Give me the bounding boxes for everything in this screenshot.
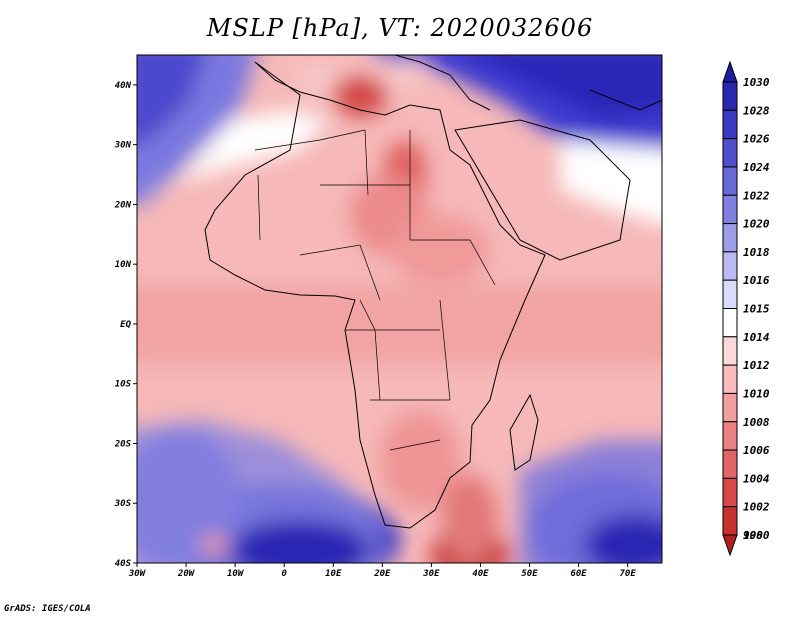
x-axis: 30W 20W 10W 0 10E 20E 30E 40E 50E 60E 70E <box>128 563 636 579</box>
pressure-field <box>137 55 662 563</box>
colorbar-label: 1016 <box>743 274 770 287</box>
colorbar-label: 1012 <box>743 359 770 372</box>
colorbar-swatch <box>722 81 738 111</box>
grads-credit: GrADS: IGES/COLA <box>4 604 91 614</box>
colorbar-swatch <box>722 506 738 536</box>
colorbar-swatch <box>722 421 738 451</box>
y-tick-label: 30N <box>114 141 132 151</box>
x-tick-label: 70E <box>620 569 637 579</box>
y-tick-label: 30S <box>114 499 132 509</box>
colorbar-label: 998 <box>743 529 763 542</box>
x-tick-label: 40E <box>472 569 489 579</box>
colorbar-swatch <box>722 308 738 338</box>
colorbar-swatch <box>722 477 738 508</box>
y-tick-label: 40S <box>115 559 132 569</box>
x-tick-label: 30E <box>422 569 440 579</box>
colorbar-label: 1008 <box>743 416 770 429</box>
colorbar-swatch <box>722 194 738 225</box>
colorbar-swatch <box>722 336 738 366</box>
colorbar-top-arrow <box>722 60 738 83</box>
colorbar-label: 1006 <box>743 444 770 457</box>
x-tick-label: 10W <box>227 569 245 579</box>
coastlines <box>204 55 662 529</box>
map-frame <box>136 54 663 564</box>
x-tick-label: 50E <box>521 569 538 579</box>
colorbar-label: 1026 <box>743 133 770 146</box>
colorbar-label: 1028 <box>743 104 770 117</box>
y-tick-label: 10S <box>115 380 132 390</box>
colorbar-swatch <box>722 138 738 168</box>
colorbar-label: 1018 <box>743 246 770 259</box>
colorbar-swatch <box>722 364 738 394</box>
colorbar-label: 1022 <box>743 189 770 202</box>
x-tick-label: 20E <box>373 569 391 579</box>
y-tick-label: 20N <box>114 200 132 210</box>
colorbar-swatch <box>722 449 738 479</box>
colorbar: 1030 1028 1026 1024 1022 1020 1018 1016 1015 1014… <box>722 60 770 557</box>
colorbar-label: 1015 <box>743 303 770 316</box>
x-tick-label: 60E <box>570 569 587 579</box>
country-boundaries <box>254 129 496 451</box>
x-tick-label: 20W <box>177 569 196 579</box>
colorbar-label: 1024 <box>743 161 770 174</box>
colorbar-swatch <box>722 392 738 423</box>
y-axis: 40N 30N 20N 10N EQ 10S 20S 30S 40S <box>114 81 137 569</box>
y-tick-label: EQ <box>120 320 131 330</box>
colorbar-label: 1002 <box>743 501 770 514</box>
colorbar-label: 1020 <box>743 218 770 231</box>
colorbar-swatch <box>722 223 738 253</box>
y-tick-label: 20S <box>114 439 132 449</box>
colorbar-swatch <box>722 251 738 281</box>
colorbar-label: 1004 <box>743 472 770 485</box>
x-tick-label: 0 <box>281 569 287 579</box>
x-tick-label: 30W <box>128 569 147 579</box>
colorbar-swatch <box>722 109 738 140</box>
colorbar-label: 1030 <box>743 76 770 89</box>
colorbar-swatch <box>722 279 738 309</box>
colorbar-label: 1010 <box>743 387 770 400</box>
chart-title: MSLP [hPa], VT: 2020032606 <box>206 14 594 42</box>
colorbar-swatch <box>722 166 738 196</box>
y-tick-label: 40N <box>115 81 132 91</box>
x-tick-label: 10E <box>325 569 342 579</box>
colorbar-bottom-arrow <box>722 534 738 557</box>
y-tick-label: 10N <box>115 260 132 270</box>
colorbar-label: 1000 <box>743 529 770 542</box>
colorbar-label: 1014 <box>743 331 770 344</box>
